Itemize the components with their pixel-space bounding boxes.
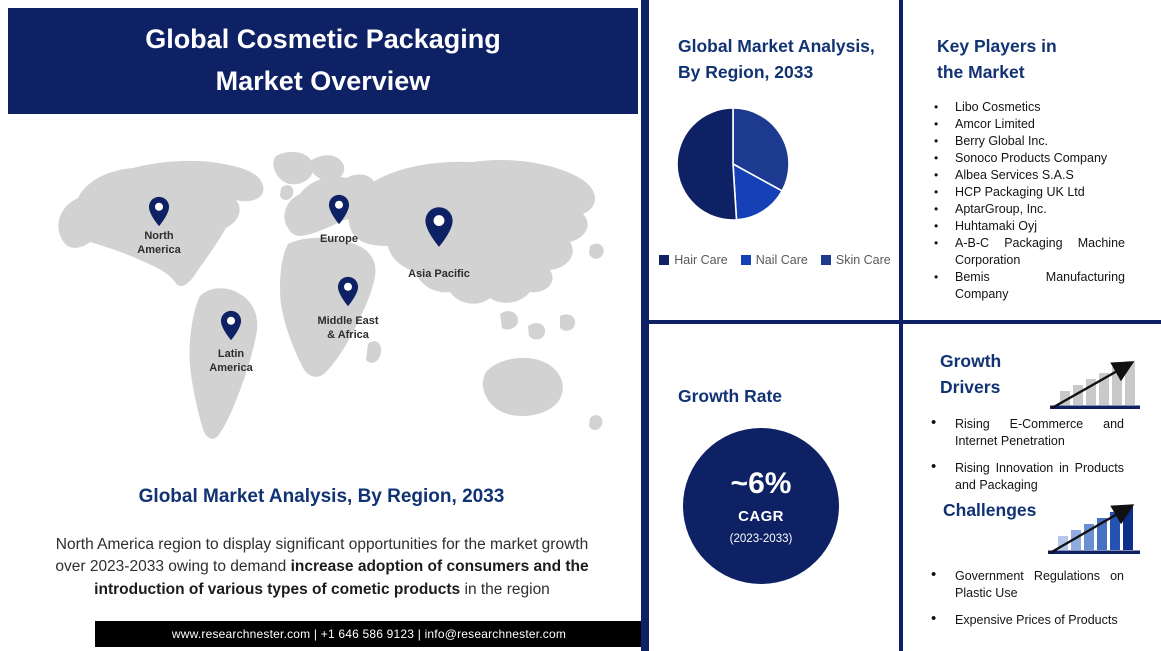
legend-swatch-hair-care [659, 255, 670, 265]
map-pin-latin-america [220, 310, 242, 346]
key-player-item: AptarGroup, Inc. [925, 201, 1125, 218]
location-pin-icon [337, 276, 359, 307]
icon-baseline [1048, 550, 1140, 554]
growth-driver-item: Rising Innovation in Products and Packag… [928, 458, 1124, 494]
map-pin-label-asia-pacific: Asia Pacific [408, 268, 470, 280]
challenges-arrow-icon [1049, 504, 1135, 555]
map-pin-north-america [148, 196, 170, 232]
continent-scandinavia [309, 155, 345, 181]
description-text-bold: increase adoption of consumers and the i… [94, 558, 589, 598]
growth-rate-title: Growth Rate [678, 386, 783, 406]
key-player-item: HCP Packaging UK Ltd [925, 184, 1125, 201]
cagr-label: CAGR [738, 508, 784, 525]
footer-bar: www.researchnester.com | +1 646 586 9123… [95, 621, 643, 647]
pie-slice-skin-care [732, 107, 790, 193]
continent-asia [348, 160, 596, 304]
map-pin-europe [328, 194, 350, 230]
left-section-title: Global Market Analysis, By Region, 2033 [138, 486, 505, 507]
map-pin-asia-pacific [424, 206, 454, 253]
continent-africa [280, 237, 376, 377]
key-player-item: Bemis Manufacturing Company [925, 269, 1125, 303]
continent-south-america [189, 288, 258, 439]
legend-swatch-nail-care [740, 255, 751, 265]
icon-baseline [1050, 405, 1140, 409]
growth-drivers-list: Rising E-Commerce and Internet Penetrati… [928, 414, 1124, 504]
legend-item-skin-care: Skin Care [820, 253, 891, 267]
cagr-period: (2023-2033) [729, 533, 793, 545]
growth-rate-circle: ~6% CAGR (2023-2033) [683, 428, 839, 584]
growth-bar-chart-icon [1050, 361, 1140, 410]
cagr-value: ~6% [730, 467, 792, 500]
island-madagascar [366, 341, 382, 363]
island-se-asia-1 [500, 311, 518, 330]
footer-contact-text: www.researchnester.com | +1 646 586 9123… [171, 627, 567, 641]
key-player-item: Libo Cosmetics [925, 99, 1125, 116]
challenge-item: Government Regulations on Plastic Use [928, 566, 1124, 602]
location-pin-icon [148, 196, 170, 227]
growth-driver-item: Rising E-Commerce and Internet Penetrati… [928, 414, 1124, 450]
market-description: North America region to display signific… [42, 534, 602, 601]
continent-australia [482, 357, 563, 417]
continent-greenland [273, 151, 314, 185]
pie-slice-nail-care [732, 162, 784, 221]
island-se-asia-3 [560, 314, 576, 331]
island-new-zealand [589, 415, 603, 430]
legend-swatch-skin-care [820, 255, 831, 265]
key-player-item: Amcor Limited [925, 116, 1125, 133]
map-pin-label-europe: Europe [320, 233, 358, 245]
description-text-2: in the region [460, 580, 550, 598]
key-player-item: Berry Global Inc. [925, 133, 1125, 150]
continents [58, 151, 604, 439]
right-horizontal-divider [649, 320, 1161, 324]
key-player-item: Huhtamaki Oyj [925, 218, 1125, 235]
header-banner: Global Cosmetic Packaging Market Overvie… [8, 8, 638, 114]
pie-legend: Hair Care Nail Care Skin Care [649, 253, 901, 267]
legend-label-nail-care: Nail Care [755, 253, 808, 267]
map-pin-label-latin-america: Latin America [209, 348, 253, 374]
location-pin-icon [220, 310, 242, 341]
main-vertical-divider [641, 0, 649, 651]
island-japan [589, 243, 604, 259]
key-player-item: Albea Services S.A.S [925, 167, 1125, 184]
key-players-list: Libo Cosmetics Amcor Limited Berry Globa… [925, 99, 1125, 303]
legend-item-hair-care: Hair Care [659, 253, 728, 267]
pie-chart-title: Global Market Analysis, By Region, 2033 [678, 36, 875, 83]
key-player-item: A-B-C Packaging Machine Corporation [925, 235, 1125, 269]
description-text-1: North America region to display signific… [55, 536, 589, 576]
challenges-bar-chart-icon [1048, 504, 1140, 555]
world-map [58, 151, 604, 439]
map-pin-label-north-america: North America [137, 230, 181, 256]
growth-drivers-title: Growth Drivers [940, 351, 1002, 398]
growth-bars [1060, 361, 1135, 405]
pie-slice-hair-care [676, 107, 738, 221]
challenges-title: Challenges [943, 500, 1037, 520]
right-vertical-divider [899, 0, 903, 651]
island-se-asia-2 [528, 323, 546, 340]
legend-label-skin-care: Skin Care [835, 253, 891, 267]
location-pin-icon [328, 194, 350, 225]
challenges-bars [1058, 506, 1133, 550]
location-pin-icon [425, 207, 453, 247]
key-players-title: Key Players in the Market [937, 36, 1057, 83]
challenges-list: Government Regulations on Plastic Use Ex… [928, 566, 1124, 639]
region-pie-chart [676, 107, 790, 221]
legend-label-hair-care: Hair Care [674, 253, 728, 267]
map-pin-middle-east-africa [337, 276, 359, 312]
challenge-item: Expensive Prices of Products [928, 610, 1124, 629]
growth-arrow-icon [1051, 361, 1135, 410]
page-title: Global Cosmetic Packaging Market Overvie… [145, 24, 501, 96]
legend-item-nail-care: Nail Care [740, 253, 808, 267]
map-pin-label-middle-east-africa: Middle East & Africa [317, 315, 379, 341]
key-player-item: Sonoco Products Company [925, 150, 1125, 167]
island-uk [280, 185, 294, 200]
